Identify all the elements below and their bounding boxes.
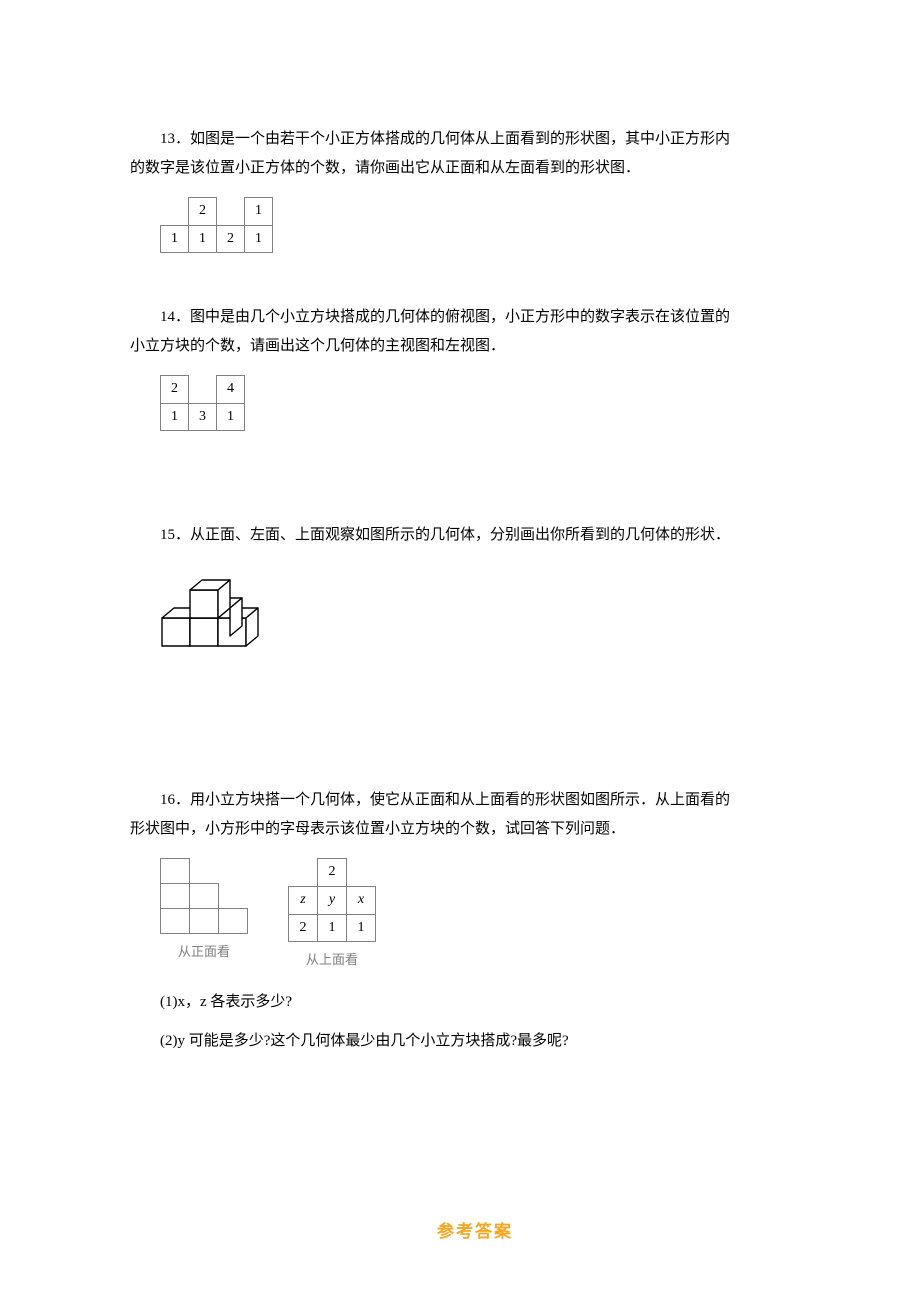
cube-diagram-icon [150,556,280,651]
q16-figures: 从正面看 2 z y x [160,858,820,972]
grid-cell [217,198,245,226]
grid-cell: 2 [289,914,318,942]
grid-cell: 2 [318,859,347,887]
q16-front-label: 从正面看 [160,940,248,965]
q14-number: 14． [160,309,190,325]
q16-line1: 用小立方块搭一个几何体，使它从正面和从上面看的形状图如图所示．从上面看的 [190,792,730,808]
grid-cell [347,859,376,887]
grid-cell [289,859,318,887]
q13-text: 13．如图是一个由若干个小正方体搭成的几何体从上面看到的形状图，其中小正方形内 [130,125,820,154]
q13-line2: 的数字是该位置小正方体的个数，请你画出它从正面和从左面看到的形状图． [130,154,820,183]
grid-cell [219,884,248,909]
q16-text: 16．用小立方块搭一个几何体，使它从正面和从上面看的形状图如图所示．从上面看的 [130,786,820,815]
grid-cell: 2 [161,376,189,404]
answer-title: 参考答案 [130,1216,820,1248]
grid-cell: 4 [217,376,245,404]
q15-text: 15．从正面、左面、上面观察如图所示的几何体，分别画出你所看到的几何体的形状． [130,521,820,550]
q16-front-grid [160,858,248,934]
q16-sub2: (2)y 可能是多少?这个几何体最少由几个小立方块搭成?最多呢? [130,1027,820,1056]
grid-cell [219,859,248,884]
grid-cell [161,909,190,934]
grid-cell [190,884,219,909]
grid-cell: 1 [189,225,217,253]
grid-cell [219,909,248,934]
grid-cell: z [289,886,318,914]
grid-cell [161,198,189,226]
grid-cell [189,376,217,404]
grid-cell [161,859,190,884]
q15-figure [150,556,820,662]
document-page: 13．如图是一个由若干个小正方体搭成的几何体从上面看到的形状图，其中小正方形内 … [0,0,920,1308]
grid-cell: y [318,886,347,914]
q15-line: 从正面、左面、上面观察如图所示的几何体，分别画出你所看到的几何体的形状． [190,527,730,543]
q13-number: 13． [160,131,190,147]
q14-line2: 小立方块的个数，请画出这个几何体的主视图和左视图． [130,332,820,361]
q15-number: 15． [160,527,190,543]
q14-figure: 2 4 1 3 1 [160,375,820,431]
q13-line1: 如图是一个由若干个小正方体搭成的几何体从上面看到的形状图，其中小正方形内 [190,131,730,147]
q16-sub1: (1)x，z 各表示多少? [130,988,820,1017]
question-13: 13．如图是一个由若干个小正方体搭成的几何体从上面看到的形状图，其中小正方形内 … [130,125,820,253]
q16-top-grid: 2 z y x 2 1 1 [288,858,376,942]
grid-cell [161,884,190,909]
grid-cell: 1 [161,225,189,253]
q14-line1: 图中是由几个小立方块搭成的几何体的俯视图，小正方形中的数字表示在该位置的 [190,309,730,325]
grid-cell [190,909,219,934]
grid-cell: 1 [245,225,273,253]
q16-top-block: 2 z y x 2 1 1 从 [288,858,376,972]
q16-top-label: 从上面看 [288,948,376,973]
grid-cell: 1 [318,914,347,942]
spacer [130,721,820,771]
question-14: 14．图中是由几个小立方块搭成的几何体的俯视图，小正方形中的数字表示在该位置的 … [130,303,820,431]
q14-grid: 2 4 1 3 1 [160,375,245,431]
grid-cell [190,859,219,884]
grid-cell: 3 [189,403,217,431]
grid-cell: 1 [217,403,245,431]
question-15: 15．从正面、左面、上面观察如图所示的几何体，分别画出你所看到的几何体的形状． [130,521,820,771]
q14-text: 14．图中是由几个小立方块搭成的几何体的俯视图，小正方形中的数字表示在该位置的 [130,303,820,332]
grid-cell: 2 [189,198,217,226]
q16-line2: 形状图中，小方形中的字母表示该位置小立方块的个数，试回答下列问题． [130,815,820,844]
grid-cell: 1 [347,914,376,942]
q16-number: 16． [160,792,190,808]
question-16: 16．用小立方块搭一个几何体，使它从正面和从上面看的形状图如图所示．从上面看的 … [130,786,820,1055]
q13-figure: 2 1 1 1 2 1 [160,197,820,253]
grid-cell: 2 [217,225,245,253]
grid-cell: 1 [245,198,273,226]
q16-front-block: 从正面看 [160,858,248,965]
grid-cell: x [347,886,376,914]
q13-grid: 2 1 1 1 2 1 [160,197,273,253]
grid-cell: 1 [161,403,189,431]
